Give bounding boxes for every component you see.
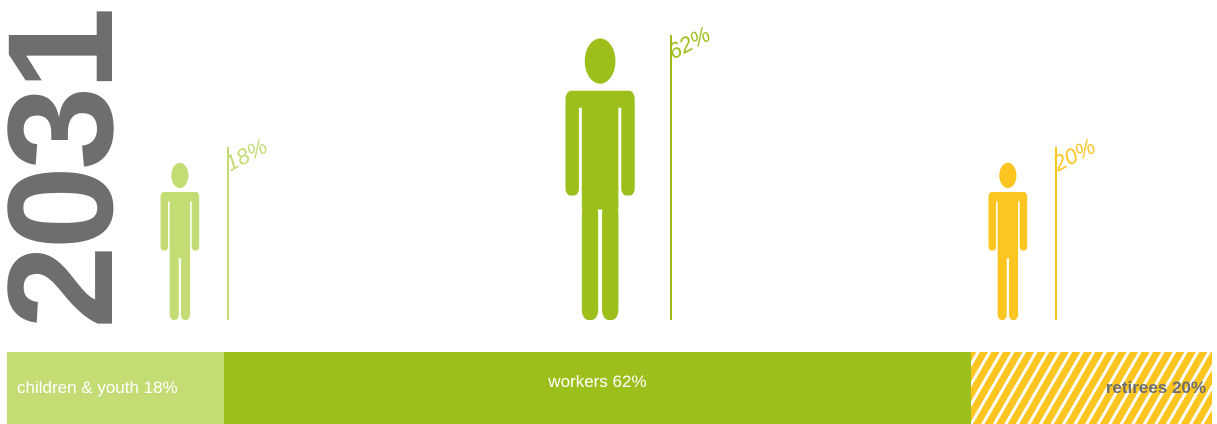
workers-bar-segment: workers 62%	[223, 352, 971, 424]
workers-marker-line	[670, 35, 673, 320]
children-bar-segment: children & youth 18%	[7, 352, 224, 424]
retirees-bar-segment: retirees 20%	[971, 352, 1212, 424]
workers-percent-label: 62%	[663, 21, 715, 65]
children-marker-line	[226, 147, 229, 320]
retirees-bar-label: retirees 20%	[1105, 378, 1206, 397]
workers-bar-label: workers 62%	[548, 372, 647, 391]
retirees-person-icon	[981, 162, 1035, 320]
children-bar-label: children & youth 18%	[17, 378, 178, 397]
retirees-marker-line	[1054, 147, 1057, 320]
year-label-wrap: 2031	[0, 0, 144, 330]
children-person-icon	[153, 162, 207, 320]
year-label: 2031	[0, 11, 144, 329]
workers-person-icon	[552, 37, 648, 320]
